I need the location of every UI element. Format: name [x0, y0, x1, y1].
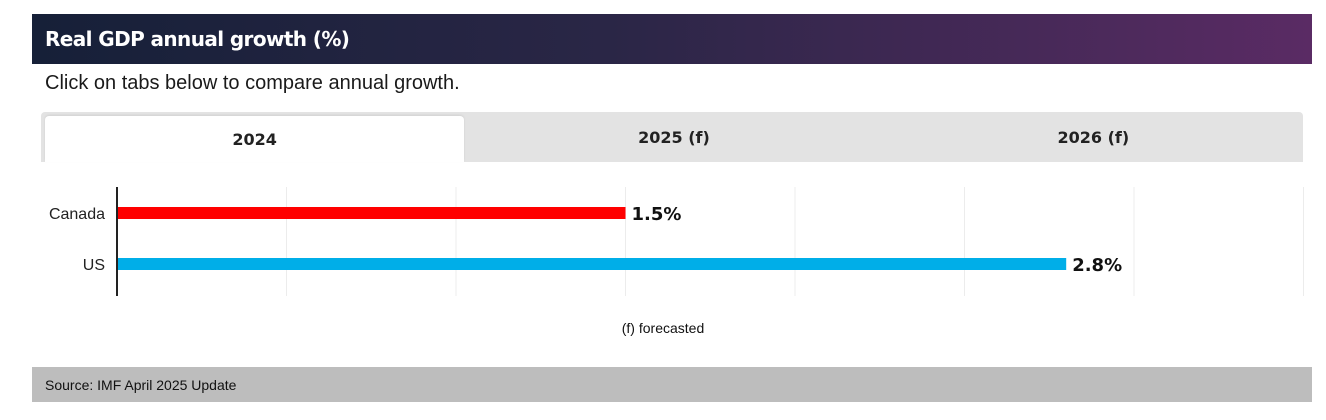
instruction-text: Click on tabs below to compare annual gr…	[45, 72, 460, 94]
source-text: Source: IMF April 2025 Update	[45, 376, 237, 393]
value-label: 1.5%	[632, 204, 682, 225]
value-label: 2.8%	[1072, 255, 1122, 276]
bar-chart: Canada 1.5% US 2.8%	[0, 170, 1326, 310]
bar-us	[117, 258, 1067, 270]
chart-title: Real GDP annual growth (%)	[45, 27, 350, 51]
tab-2026-forecast[interactable]: 2026 (f)	[1057, 127, 1130, 147]
chart-header: Real GDP annual growth (%)	[32, 14, 1312, 64]
bar-chart-svg: Canada 1.5% US 2.8%	[49, 187, 1304, 296]
category-label: Canada	[49, 206, 105, 223]
category-label: US	[83, 257, 105, 274]
tab-2025-forecast[interactable]: 2025 (f)	[638, 127, 710, 147]
forecast-footnote: (f) forecasted	[621, 320, 705, 336]
tab-2024[interactable]: 2024	[45, 116, 465, 162]
source-footer: Source: IMF April 2025 Update	[32, 367, 1312, 402]
year-tabs: 2024 2025 (f) 2026 (f)	[41, 112, 1303, 162]
bar-canada	[117, 207, 626, 219]
